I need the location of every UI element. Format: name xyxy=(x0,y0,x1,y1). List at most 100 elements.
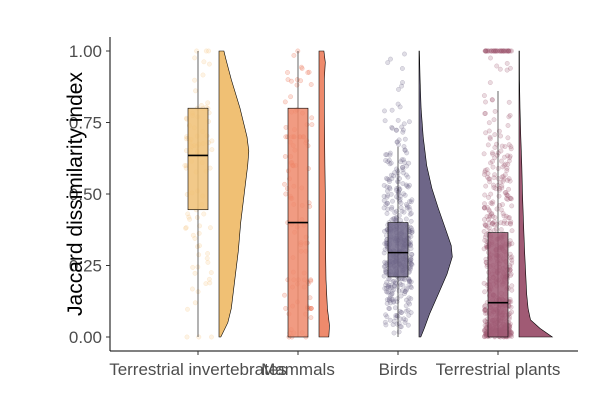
data-point xyxy=(395,117,401,123)
data-point xyxy=(409,229,415,235)
data-point xyxy=(409,252,414,257)
data-point xyxy=(381,205,387,211)
data-point xyxy=(405,174,411,180)
data-point xyxy=(382,263,388,269)
data-point xyxy=(384,200,390,206)
data-point xyxy=(401,191,407,197)
data-point xyxy=(502,144,508,150)
data-point xyxy=(309,122,315,128)
data-point xyxy=(383,289,389,295)
data-point xyxy=(509,309,515,315)
data-point xyxy=(394,194,399,200)
data-point xyxy=(487,136,493,142)
data-point xyxy=(509,260,515,266)
data-point xyxy=(382,319,388,325)
data-point xyxy=(501,48,507,54)
data-point xyxy=(384,285,389,291)
data-point xyxy=(503,213,509,219)
data-point xyxy=(505,48,511,54)
data-point xyxy=(288,78,294,84)
data-point xyxy=(487,176,493,182)
data-point xyxy=(509,48,515,54)
data-point xyxy=(386,284,392,290)
data-point xyxy=(492,48,498,54)
data-point xyxy=(305,70,311,76)
data-point xyxy=(481,327,487,333)
data-point xyxy=(389,292,395,298)
data-point xyxy=(408,259,414,265)
data-point xyxy=(485,48,491,54)
data-point xyxy=(208,270,214,276)
data-point xyxy=(408,285,414,291)
y-tick-label: 0.00 xyxy=(69,328,102,347)
data-point xyxy=(389,297,395,303)
data-point xyxy=(389,176,395,182)
data-point xyxy=(382,108,387,114)
data-point xyxy=(408,199,414,205)
data-point xyxy=(405,307,411,313)
data-point xyxy=(309,115,315,121)
data-point xyxy=(506,48,512,54)
data-point xyxy=(508,273,513,278)
data-point xyxy=(482,167,488,173)
data-point xyxy=(483,48,489,54)
data-point xyxy=(491,219,497,225)
data-point xyxy=(405,184,411,190)
data-point xyxy=(507,330,513,336)
data-point xyxy=(196,252,202,258)
data-point xyxy=(401,157,407,163)
data-point xyxy=(386,305,392,311)
data-point xyxy=(509,283,515,289)
data-point xyxy=(496,48,502,54)
data-point xyxy=(482,289,488,295)
data-point xyxy=(482,308,488,313)
data-point xyxy=(498,158,504,164)
data-point xyxy=(203,48,209,54)
data-point xyxy=(506,215,512,221)
data-point xyxy=(391,299,397,305)
data-point xyxy=(283,305,289,311)
data-point xyxy=(505,196,511,202)
data-point xyxy=(489,221,495,227)
data-point xyxy=(392,280,398,286)
data-point xyxy=(397,280,403,286)
data-point xyxy=(391,278,397,284)
data-point xyxy=(386,297,392,302)
data-point xyxy=(185,306,190,312)
data-point xyxy=(409,227,415,233)
data-point xyxy=(209,147,215,153)
data-point xyxy=(394,187,399,193)
data-point xyxy=(402,288,408,294)
data-point xyxy=(487,179,493,185)
data-point xyxy=(508,299,514,305)
data-point xyxy=(500,164,506,170)
box xyxy=(187,107,209,211)
data-point xyxy=(186,214,192,220)
data-point xyxy=(383,158,389,163)
data-point xyxy=(382,247,388,253)
data-point xyxy=(488,55,493,61)
data-point xyxy=(498,207,504,213)
data-point xyxy=(503,48,508,54)
data-point xyxy=(497,48,503,54)
data-point xyxy=(400,165,406,171)
data-point xyxy=(484,214,490,220)
data-point xyxy=(484,167,490,173)
data-point xyxy=(507,251,513,257)
box xyxy=(387,222,409,278)
data-point xyxy=(504,221,510,226)
data-point xyxy=(203,281,209,287)
data-point xyxy=(507,65,513,71)
data-point xyxy=(404,287,410,293)
data-point xyxy=(388,160,394,166)
data-point xyxy=(504,60,510,66)
data-point xyxy=(407,207,413,213)
data-point xyxy=(383,282,389,288)
data-point xyxy=(204,255,210,261)
data-point xyxy=(482,307,488,313)
data-point xyxy=(404,150,410,156)
data-point xyxy=(404,205,410,211)
data-point xyxy=(381,182,387,188)
data-point xyxy=(508,144,514,150)
data-point xyxy=(499,48,505,54)
